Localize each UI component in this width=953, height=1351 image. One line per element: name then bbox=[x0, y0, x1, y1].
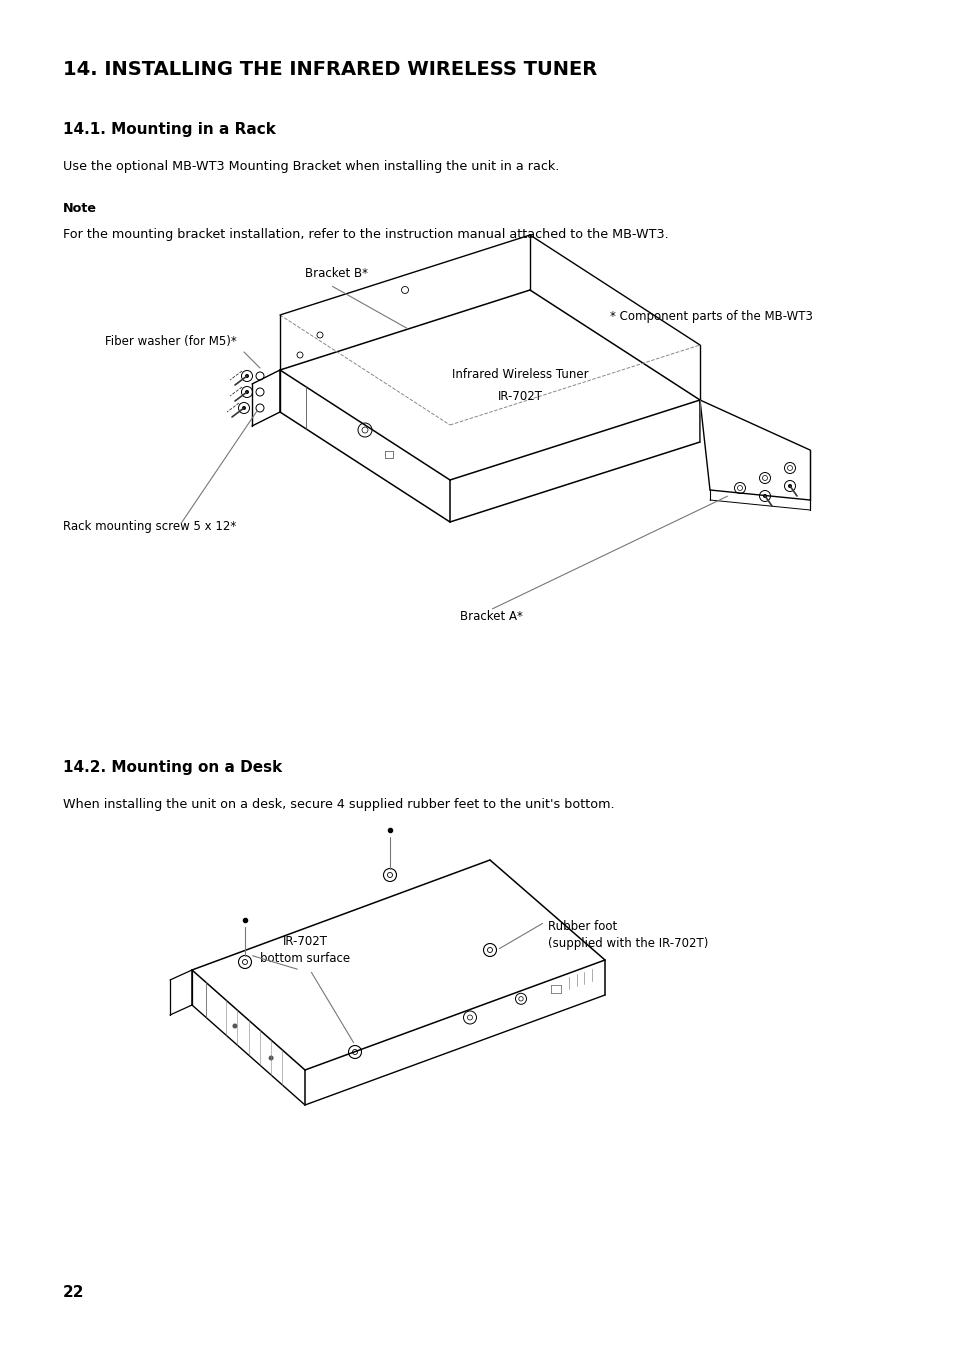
Text: 14.1. Mounting in a Rack: 14.1. Mounting in a Rack bbox=[63, 122, 275, 136]
Text: Note: Note bbox=[63, 203, 97, 215]
Text: Fiber washer (for M5)*: Fiber washer (for M5)* bbox=[105, 335, 236, 349]
Text: 22: 22 bbox=[63, 1285, 85, 1300]
Text: Rubber foot
(supplied with the IR-702T): Rubber foot (supplied with the IR-702T) bbox=[547, 920, 708, 950]
Text: Rack mounting screw 5 x 12*: Rack mounting screw 5 x 12* bbox=[63, 520, 236, 534]
Text: When installing the unit on a desk, secure 4 supplied rubber feet to the unit's : When installing the unit on a desk, secu… bbox=[63, 798, 614, 811]
Text: Use the optional MB-WT3 Mounting Bracket when installing the unit in a rack.: Use the optional MB-WT3 Mounting Bracket… bbox=[63, 159, 558, 173]
Circle shape bbox=[787, 484, 791, 488]
Text: * Component parts of the MB-WT3: * Component parts of the MB-WT3 bbox=[609, 309, 812, 323]
Text: 14.2. Mounting on a Desk: 14.2. Mounting on a Desk bbox=[63, 761, 282, 775]
Circle shape bbox=[762, 494, 766, 499]
Text: For the mounting bracket installation, refer to the instruction manual attached : For the mounting bracket installation, r… bbox=[63, 228, 668, 240]
Text: Infrared Wireless Tuner: Infrared Wireless Tuner bbox=[451, 369, 588, 381]
Text: Bracket B*: Bracket B* bbox=[305, 267, 368, 280]
Circle shape bbox=[245, 390, 249, 394]
Circle shape bbox=[233, 1024, 237, 1028]
Text: Bracket A*: Bracket A* bbox=[459, 611, 522, 623]
Circle shape bbox=[242, 407, 246, 409]
Circle shape bbox=[245, 374, 249, 378]
Text: IR-702T
bottom surface: IR-702T bottom surface bbox=[259, 935, 350, 965]
Text: IR-702T: IR-702T bbox=[497, 390, 542, 404]
Circle shape bbox=[269, 1055, 274, 1061]
Text: 14. INSTALLING THE INFRARED WIRELESS TUNER: 14. INSTALLING THE INFRARED WIRELESS TUN… bbox=[63, 59, 597, 78]
